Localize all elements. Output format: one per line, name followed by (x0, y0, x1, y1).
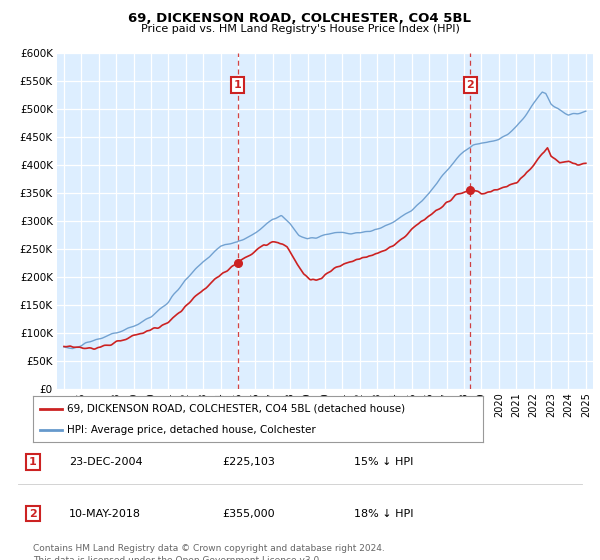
Text: 1: 1 (29, 457, 37, 467)
Text: 15% ↓ HPI: 15% ↓ HPI (354, 457, 413, 467)
Text: 69, DICKENSON ROAD, COLCHESTER, CO4 5BL (detached house): 69, DICKENSON ROAD, COLCHESTER, CO4 5BL … (67, 404, 405, 414)
Text: 10-MAY-2018: 10-MAY-2018 (69, 508, 141, 519)
Text: HPI: Average price, detached house, Colchester: HPI: Average price, detached house, Colc… (67, 425, 316, 435)
Text: £355,000: £355,000 (222, 508, 275, 519)
Text: 1: 1 (233, 80, 241, 90)
Text: 18% ↓ HPI: 18% ↓ HPI (354, 508, 413, 519)
Text: 23-DEC-2004: 23-DEC-2004 (69, 457, 143, 467)
Text: Contains HM Land Registry data © Crown copyright and database right 2024.
This d: Contains HM Land Registry data © Crown c… (33, 544, 385, 560)
Text: 2: 2 (466, 80, 474, 90)
Text: Price paid vs. HM Land Registry's House Price Index (HPI): Price paid vs. HM Land Registry's House … (140, 24, 460, 34)
Text: 2: 2 (29, 508, 37, 519)
Text: 69, DICKENSON ROAD, COLCHESTER, CO4 5BL: 69, DICKENSON ROAD, COLCHESTER, CO4 5BL (128, 12, 472, 25)
Text: £225,103: £225,103 (222, 457, 275, 467)
